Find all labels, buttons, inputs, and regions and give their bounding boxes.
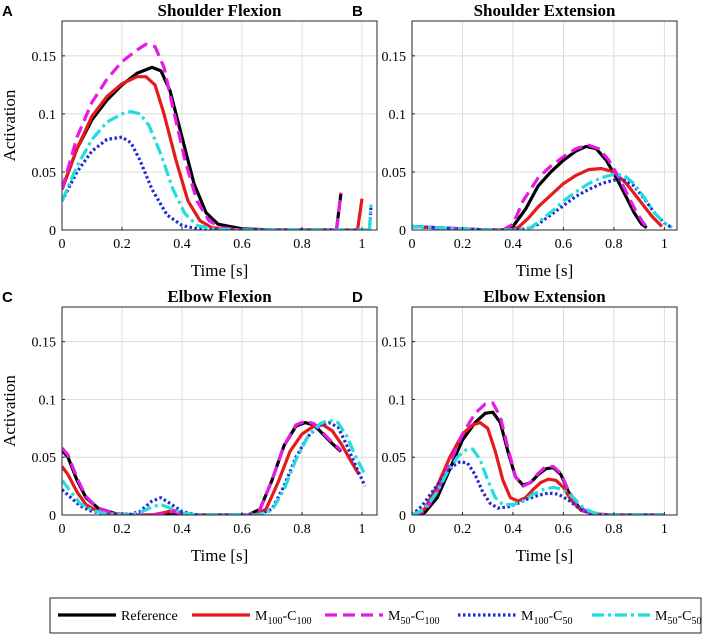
series-line-M100-C50 (412, 460, 665, 515)
panel-label: C (2, 289, 13, 306)
x-tick-label: 1 (661, 522, 668, 537)
y-axis-label: Activation (0, 89, 19, 161)
x-tick-label: 0.2 (113, 237, 131, 252)
plot-area (412, 307, 677, 515)
x-axis-label: Time [s] (516, 261, 573, 280)
x-tick-label: 0 (409, 522, 416, 537)
series-line-M50-C100 (62, 42, 337, 230)
x-axis-label: Time [s] (191, 261, 248, 280)
chart-title: Elbow Flexion (167, 287, 272, 306)
series-line-M50-C50 (412, 447, 665, 515)
x-tick-label: 0.4 (504, 522, 522, 537)
series-line-M50-C50 (367, 204, 373, 230)
x-tick-label: 0.6 (555, 522, 573, 537)
panel-A: 0 0.2 0.4 0.6 0.8 1 0 0.05 0.1 0.15 Shoulder Flexi… (0, 1, 378, 280)
series-line-M50-C50 (62, 110, 370, 230)
plot-area (62, 307, 377, 515)
series-line-Reference (412, 144, 648, 230)
legend-label: M50-C50 (655, 609, 701, 627)
y-tick-label: 0.05 (382, 451, 407, 466)
y-tick-label: 0.1 (39, 108, 57, 123)
x-tick-label: 0.4 (173, 522, 191, 537)
axis-frame (411, 306, 678, 516)
panel-label: D (352, 289, 363, 306)
series-line-M50-C50 (412, 172, 673, 230)
x-tick-label: 0 (59, 522, 66, 537)
panel-label: A (2, 3, 13, 20)
series-line-M50-C100 (62, 419, 343, 515)
x-tick-label: 0.8 (293, 237, 311, 252)
y-tick-label: 0.1 (389, 108, 407, 123)
y-tick-label: 0 (49, 509, 56, 524)
x-tick-label: 0 (59, 237, 66, 252)
series-line-M100-C100 (355, 198, 364, 230)
x-tick-label: 1 (359, 522, 366, 537)
y-tick-label: 0.15 (382, 336, 407, 351)
legend-label: M50-C100 (388, 609, 439, 627)
panel-B: 0 0.2 0.4 0.6 0.8 1 0 0.05 0.1 0.15 Shoulder Exten… (352, 1, 678, 280)
y-tick-label: 0.15 (32, 50, 57, 65)
y-tick-label: 0 (49, 224, 56, 239)
legend-label: M100-C100 (255, 609, 311, 627)
x-tick-label: 0.4 (173, 237, 191, 252)
plot-area (62, 21, 377, 230)
y-tick-label: 0.15 (382, 50, 407, 65)
x-tick-label: 0.6 (233, 522, 251, 537)
y-tick-label: 0.05 (382, 166, 407, 181)
x-tick-label: 0.6 (233, 237, 251, 252)
panel-D: 0 0.2 0.4 0.6 0.8 1 0 0.05 0.1 0.15 Elbow Extensio… (352, 287, 678, 565)
series-line-M50-C100 (334, 192, 343, 230)
y-tick-label: 0.15 (32, 336, 57, 351)
x-tick-label: 1 (359, 237, 366, 252)
x-tick-label: 0.4 (504, 237, 522, 252)
x-axis-label: Time [s] (516, 546, 573, 565)
x-tick-label: 0.8 (605, 522, 623, 537)
x-tick-label: 0.2 (113, 522, 131, 537)
series-line-Reference (62, 65, 337, 230)
y-axis-label: Activation (0, 375, 19, 447)
x-tick-label: 0.2 (454, 522, 472, 537)
series-line-M50-C100 (412, 143, 651, 230)
series-line-M100-C100 (62, 75, 358, 230)
chart-title: Shoulder Extension (474, 1, 616, 20)
axis-frame (411, 20, 678, 231)
chart-title: Shoulder Flexion (158, 1, 282, 20)
legend: Reference M100-C100 M50-C100 M100-C50 M50-C5… (49, 597, 702, 634)
x-tick-label: 0.8 (605, 237, 623, 252)
axis-frame (61, 20, 378, 231)
series-group (412, 401, 665, 515)
y-tick-label: 0.05 (32, 166, 57, 181)
panel-label: B (352, 3, 363, 20)
y-tick-label: 0.05 (32, 451, 57, 466)
x-tick-label: 0.2 (454, 237, 472, 252)
x-tick-label: 1 (661, 237, 668, 252)
series-group (62, 418, 367, 515)
series-group (62, 42, 373, 230)
chart-title: Elbow Extension (483, 287, 606, 306)
series-line-M50-C50 (62, 418, 367, 515)
legend-label: Reference (121, 609, 178, 624)
series-line-M100-C50 (62, 135, 370, 230)
y-tick-label: 0.1 (39, 393, 57, 408)
x-tick-label: 0.8 (293, 522, 311, 537)
legend-label: M100-C50 (521, 609, 572, 627)
x-tick-label: 0.6 (555, 237, 573, 252)
panel-C: 0 0.2 0.4 0.6 0.8 1 0 0.05 0.1 0.15 Elbow Flexion C… (0, 287, 378, 565)
x-axis-label: Time [s] (191, 546, 248, 565)
y-tick-label: 0 (399, 224, 406, 239)
x-tick-label: 0 (409, 237, 416, 252)
y-tick-label: 0 (399, 509, 406, 524)
axis-frame (61, 306, 378, 516)
y-tick-label: 0.1 (389, 393, 407, 408)
